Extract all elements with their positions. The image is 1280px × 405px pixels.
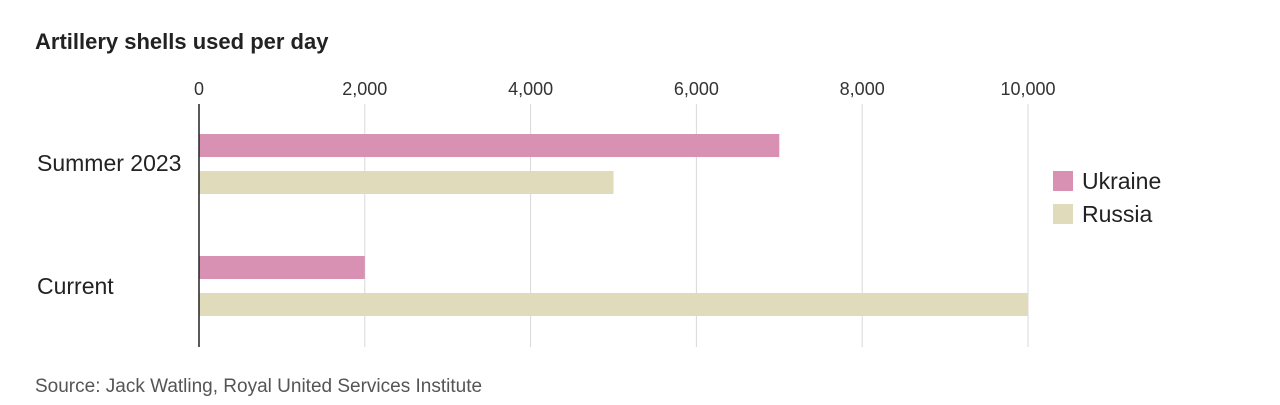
bar-russia-current: [199, 293, 1028, 316]
legend-swatch-ukraine: [1053, 171, 1073, 191]
x-tick-label: 6,000: [674, 79, 719, 99]
x-tick-label: 10,000: [1000, 79, 1055, 99]
bar-ukraine-summer-2023: [199, 134, 780, 157]
x-axis-ticks: 0 2,000 4,000 6,000 8,000 10,000: [194, 79, 1056, 99]
legend-label-ukraine: Ukraine: [1082, 168, 1161, 194]
x-tick-label: 8,000: [840, 79, 885, 99]
bar-russia-summer-2023: [199, 171, 614, 194]
x-tick-label: 4,000: [508, 79, 553, 99]
chart-title: Artillery shells used per day: [35, 29, 329, 54]
legend-label-russia: Russia: [1082, 201, 1153, 227]
x-tick-label: 2,000: [342, 79, 387, 99]
legend: Ukraine Russia: [1053, 168, 1161, 227]
bars: [199, 134, 1028, 316]
source-note: Source: Jack Watling, Royal United Servi…: [35, 376, 482, 397]
legend-swatch-russia: [1053, 204, 1073, 224]
category-labels: Summer 2023 Current: [37, 150, 181, 299]
category-label-current: Current: [37, 273, 114, 299]
x-tick-label: 0: [194, 79, 204, 99]
bar-ukraine-current: [199, 256, 365, 279]
category-label-summer-2023: Summer 2023: [37, 150, 181, 176]
